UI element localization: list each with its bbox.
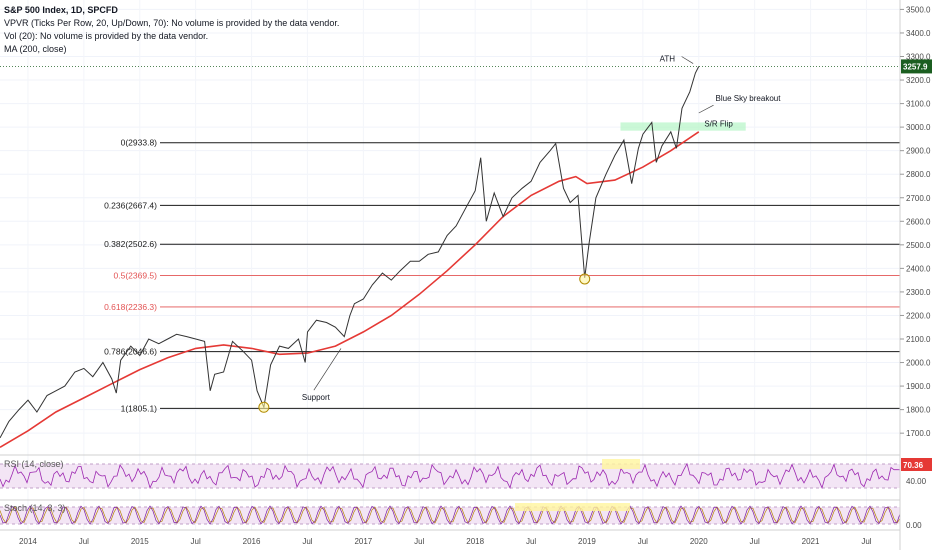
x-tick-label: Jul <box>638 537 648 546</box>
sr-flip-zone <box>620 122 746 131</box>
y-tick-label: 2000.0 <box>906 359 931 368</box>
low-marker-2016 <box>258 401 270 413</box>
stoch-label: Stoch (14, 3, 3) <box>4 503 66 513</box>
stoch-d-line <box>0 506 901 524</box>
x-tick-label: 2015 <box>131 537 149 546</box>
x-tick-label: Jul <box>526 537 536 546</box>
x-tick-label: 2020 <box>690 537 708 546</box>
low-marker-2018 <box>579 273 591 285</box>
annotation-blue-sky: Blue Sky breakout <box>716 94 782 103</box>
rsi-line <box>0 462 901 489</box>
x-tick-label: Jul <box>302 537 312 546</box>
x-tick-label: Jul <box>861 537 871 546</box>
fib-level-label: 0.236(2667.4) <box>104 200 157 210</box>
fib-level-label: 0.5(2369.5) <box>114 271 158 281</box>
y-tick-label: 1800.0 <box>906 406 931 415</box>
annotations: ATH Blue Sky breakout S/R Flip Support <box>258 55 782 413</box>
fib-level-label: 1(1805.1) <box>121 403 158 413</box>
y-tick-label: 2800.0 <box>906 170 931 179</box>
x-tick-label: 2016 <box>243 537 261 546</box>
y-tick-label: 1700.0 <box>906 429 931 438</box>
y-tick-label: 3100.0 <box>906 100 931 109</box>
x-tick-label: 2018 <box>466 537 484 546</box>
y-tick-label: 1900.0 <box>906 382 931 391</box>
rsi-label: RSI (14, close) <box>4 459 64 469</box>
grid <box>0 0 900 530</box>
vpvr-legend[interactable]: VPVR (Ticks Per Row, 20, Up/Down, 70): N… <box>4 18 340 28</box>
fib-level-label: 0.618(2236.3) <box>104 302 157 312</box>
x-tick-label: Jul <box>79 537 89 546</box>
y-tick-label: 2600.0 <box>906 217 931 226</box>
annotation-ath: ATH <box>660 55 676 64</box>
rsi-highlight <box>602 459 640 469</box>
sr-flip-rect <box>620 122 746 131</box>
x-tick-label: Jul <box>191 537 201 546</box>
annotation-support: Support <box>302 393 331 402</box>
y-tick-label: 3400.0 <box>906 29 931 38</box>
rsi-panel: RSI (14, close) 70.36 40.00 <box>0 454 932 489</box>
blue-sky-arrow <box>698 104 714 114</box>
y-tick-label: 2400.0 <box>906 264 931 273</box>
stoch-tick: 0.00 <box>906 521 922 530</box>
x-tick-label: 2021 <box>802 537 820 546</box>
x-tick-label: 2019 <box>578 537 596 546</box>
last-price-badge <box>901 59 932 74</box>
rsi-value: 70.36 <box>903 461 924 470</box>
rsi-value-badge <box>901 458 932 471</box>
y-tick-label: 3000.0 <box>906 123 931 132</box>
stoch-highlight <box>515 503 630 511</box>
time-axis: 2014 Jul 2015 Jul 2016 Jul 2017 Jul 2018 Jul 2019 J… <box>0 529 900 546</box>
fib-levels: 0(2933.8) 0.236(2667.4) 0.382(2502.6) 0.5(2… <box>104 138 900 413</box>
volume-legend[interactable]: Vol (20): No volume is provided by the d… <box>4 31 209 41</box>
ma-legend[interactable]: MA (200, close) <box>4 44 67 54</box>
price-line <box>0 66 700 439</box>
last-price-label: 3257.9 <box>903 62 928 71</box>
x-tick-label: Jul <box>750 537 760 546</box>
ma-200-line <box>0 131 700 448</box>
y-tick-label: 2900.0 <box>906 147 931 156</box>
ma-200-series <box>0 131 700 448</box>
ath-arrow <box>681 56 694 64</box>
stoch-panel: Stoch (14, 3, 3) 0.00 <box>0 499 922 530</box>
x-tick-label: 2014 <box>19 537 37 546</box>
y-tick-label: 3300.0 <box>906 53 931 62</box>
y-tick-label: 2100.0 <box>906 335 931 344</box>
fib-level-label: 0.382(2502.6) <box>104 239 157 249</box>
y-tick-label: 3500.0 <box>906 5 931 14</box>
y-tick-label: 3200.0 <box>906 76 931 85</box>
y-tick-label: 2700.0 <box>906 194 931 203</box>
support-arrow <box>313 348 342 391</box>
y-tick-label: 2200.0 <box>906 311 931 320</box>
price-series <box>0 66 700 439</box>
x-tick-label: Jul <box>414 537 424 546</box>
x-tick-label: 2017 <box>354 537 372 546</box>
fib-level-label: 0(2933.8) <box>121 138 158 148</box>
y-tick-label: 2300.0 <box>906 288 931 297</box>
chart-title: S&P 500 Index, 1D, SPCFD <box>4 5 118 15</box>
annotation-sr-flip: S/R Flip <box>704 119 733 128</box>
stoch-k-line <box>0 505 901 525</box>
y-tick-label: 2500.0 <box>906 241 931 250</box>
fib-level-label: 0.786(2046.6) <box>104 347 157 357</box>
rsi-tick: 40.00 <box>906 477 927 486</box>
